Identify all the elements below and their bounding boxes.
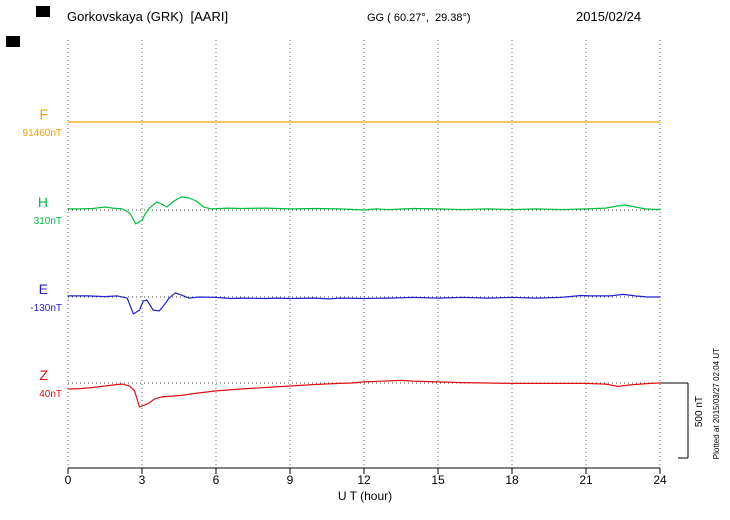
channel-label-F: F [39,106,48,122]
trace-Z [67,379,661,408]
channel-label-E: E [38,281,48,297]
trace-H [67,196,661,225]
x-tick-label-9: 9 [286,473,294,487]
channel-label-Z: Z [39,367,48,383]
corner-mark-left [6,36,20,47]
channel-label-H: H [37,194,48,210]
channel-baseline-Z: 40nT [39,389,62,400]
x-tick-label-24: 24 [653,473,667,487]
channel-baseline-F: 91460nT [22,128,62,139]
corner-mark-top [36,6,50,17]
plotted-timestamp: Plotted at 2015/03/27 02:04 UT [712,348,721,460]
x-tick-label-15: 15 [431,473,445,487]
scale-bar-label: 500 nT [694,396,705,428]
x-tick-label-0: 0 [64,473,72,487]
station-title: Gorkovskaya (GRK) [AARI] [67,9,229,24]
plot-date: 2015/02/24 [576,9,642,24]
x-tick-label-3: 3 [138,473,146,487]
x-tick-label-6: 6 [212,473,220,487]
gg-coordinates: GG ( 60.27°, 29.38°) [367,12,471,24]
trace-E [67,292,661,315]
x-tick-label-12: 12 [357,473,371,487]
x-axis-label: U T (hour) [337,489,393,503]
x-tick-label-18: 18 [505,473,519,487]
channel-baseline-H: 310nT [33,216,62,227]
channel-baseline-E: -130nT [30,303,62,314]
x-tick-label-21: 21 [579,473,593,487]
